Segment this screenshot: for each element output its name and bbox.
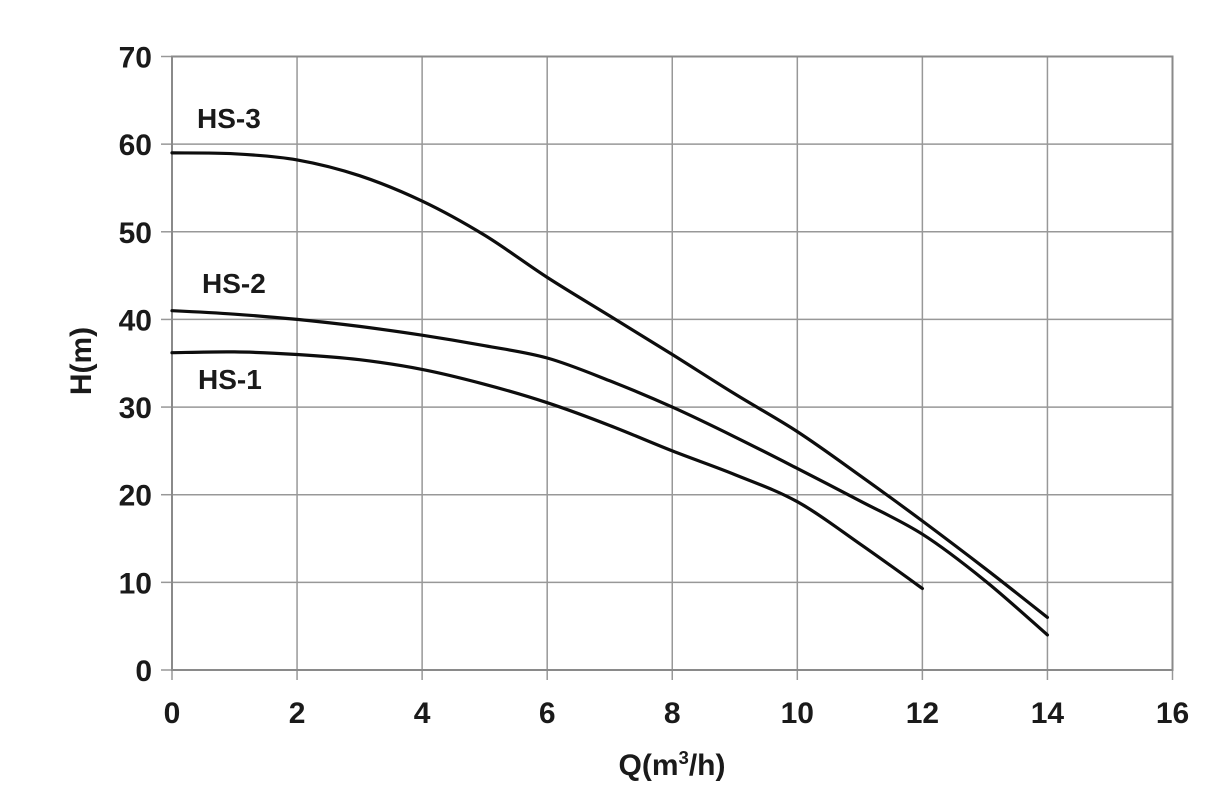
x-axis-title-tail: /h) xyxy=(688,749,726,782)
axis-ticks xyxy=(161,55,1174,680)
plot-border xyxy=(171,55,1174,671)
y-tick-label: 50 xyxy=(119,217,152,250)
x-axis-title: Q(m3/h) xyxy=(552,740,792,782)
plot-area-border xyxy=(171,55,1174,671)
y-tick-label: 30 xyxy=(119,392,152,425)
y-axis-title: H(m) xyxy=(65,326,98,396)
curve-hs-1 xyxy=(170,350,924,591)
x-tick-label: 10 xyxy=(781,697,814,730)
x-axis-title-superscript: 3 xyxy=(678,747,689,768)
y-tick-label: 40 xyxy=(119,304,152,337)
x-tick-label: 6 xyxy=(539,697,556,730)
x-tick-label: 12 xyxy=(906,697,939,730)
tick-labels: 0 2 4 6 8 10 12 14 16 0 10 20 30 40 50 60 70 xyxy=(119,42,1190,731)
y-tick-label: 20 xyxy=(119,480,152,513)
x-tick-label: 2 xyxy=(289,697,306,730)
curve-hs-2 xyxy=(170,309,1049,637)
x-tick-label: 16 xyxy=(1156,697,1189,730)
gridlines xyxy=(172,56,1173,670)
series-label-hs2: HS-2 xyxy=(202,268,266,299)
series-label-hs1: HS-1 xyxy=(198,364,262,395)
x-tick-label: 4 xyxy=(414,697,431,730)
x-tick-label: 0 xyxy=(164,697,181,730)
y-tick-label: 70 xyxy=(119,42,152,75)
x-tick-label: 8 xyxy=(664,697,681,730)
x-tick-label: 14 xyxy=(1031,697,1065,730)
y-tick-label: 10 xyxy=(119,567,152,600)
pump-curves xyxy=(170,151,1049,637)
x-axis-title-base: Q(m xyxy=(618,749,679,782)
series-label-hs3: HS-3 xyxy=(197,103,261,134)
curve-hs-3 xyxy=(170,151,1049,619)
y-tick-label: 60 xyxy=(119,129,152,162)
y-tick-label: 0 xyxy=(135,655,152,688)
